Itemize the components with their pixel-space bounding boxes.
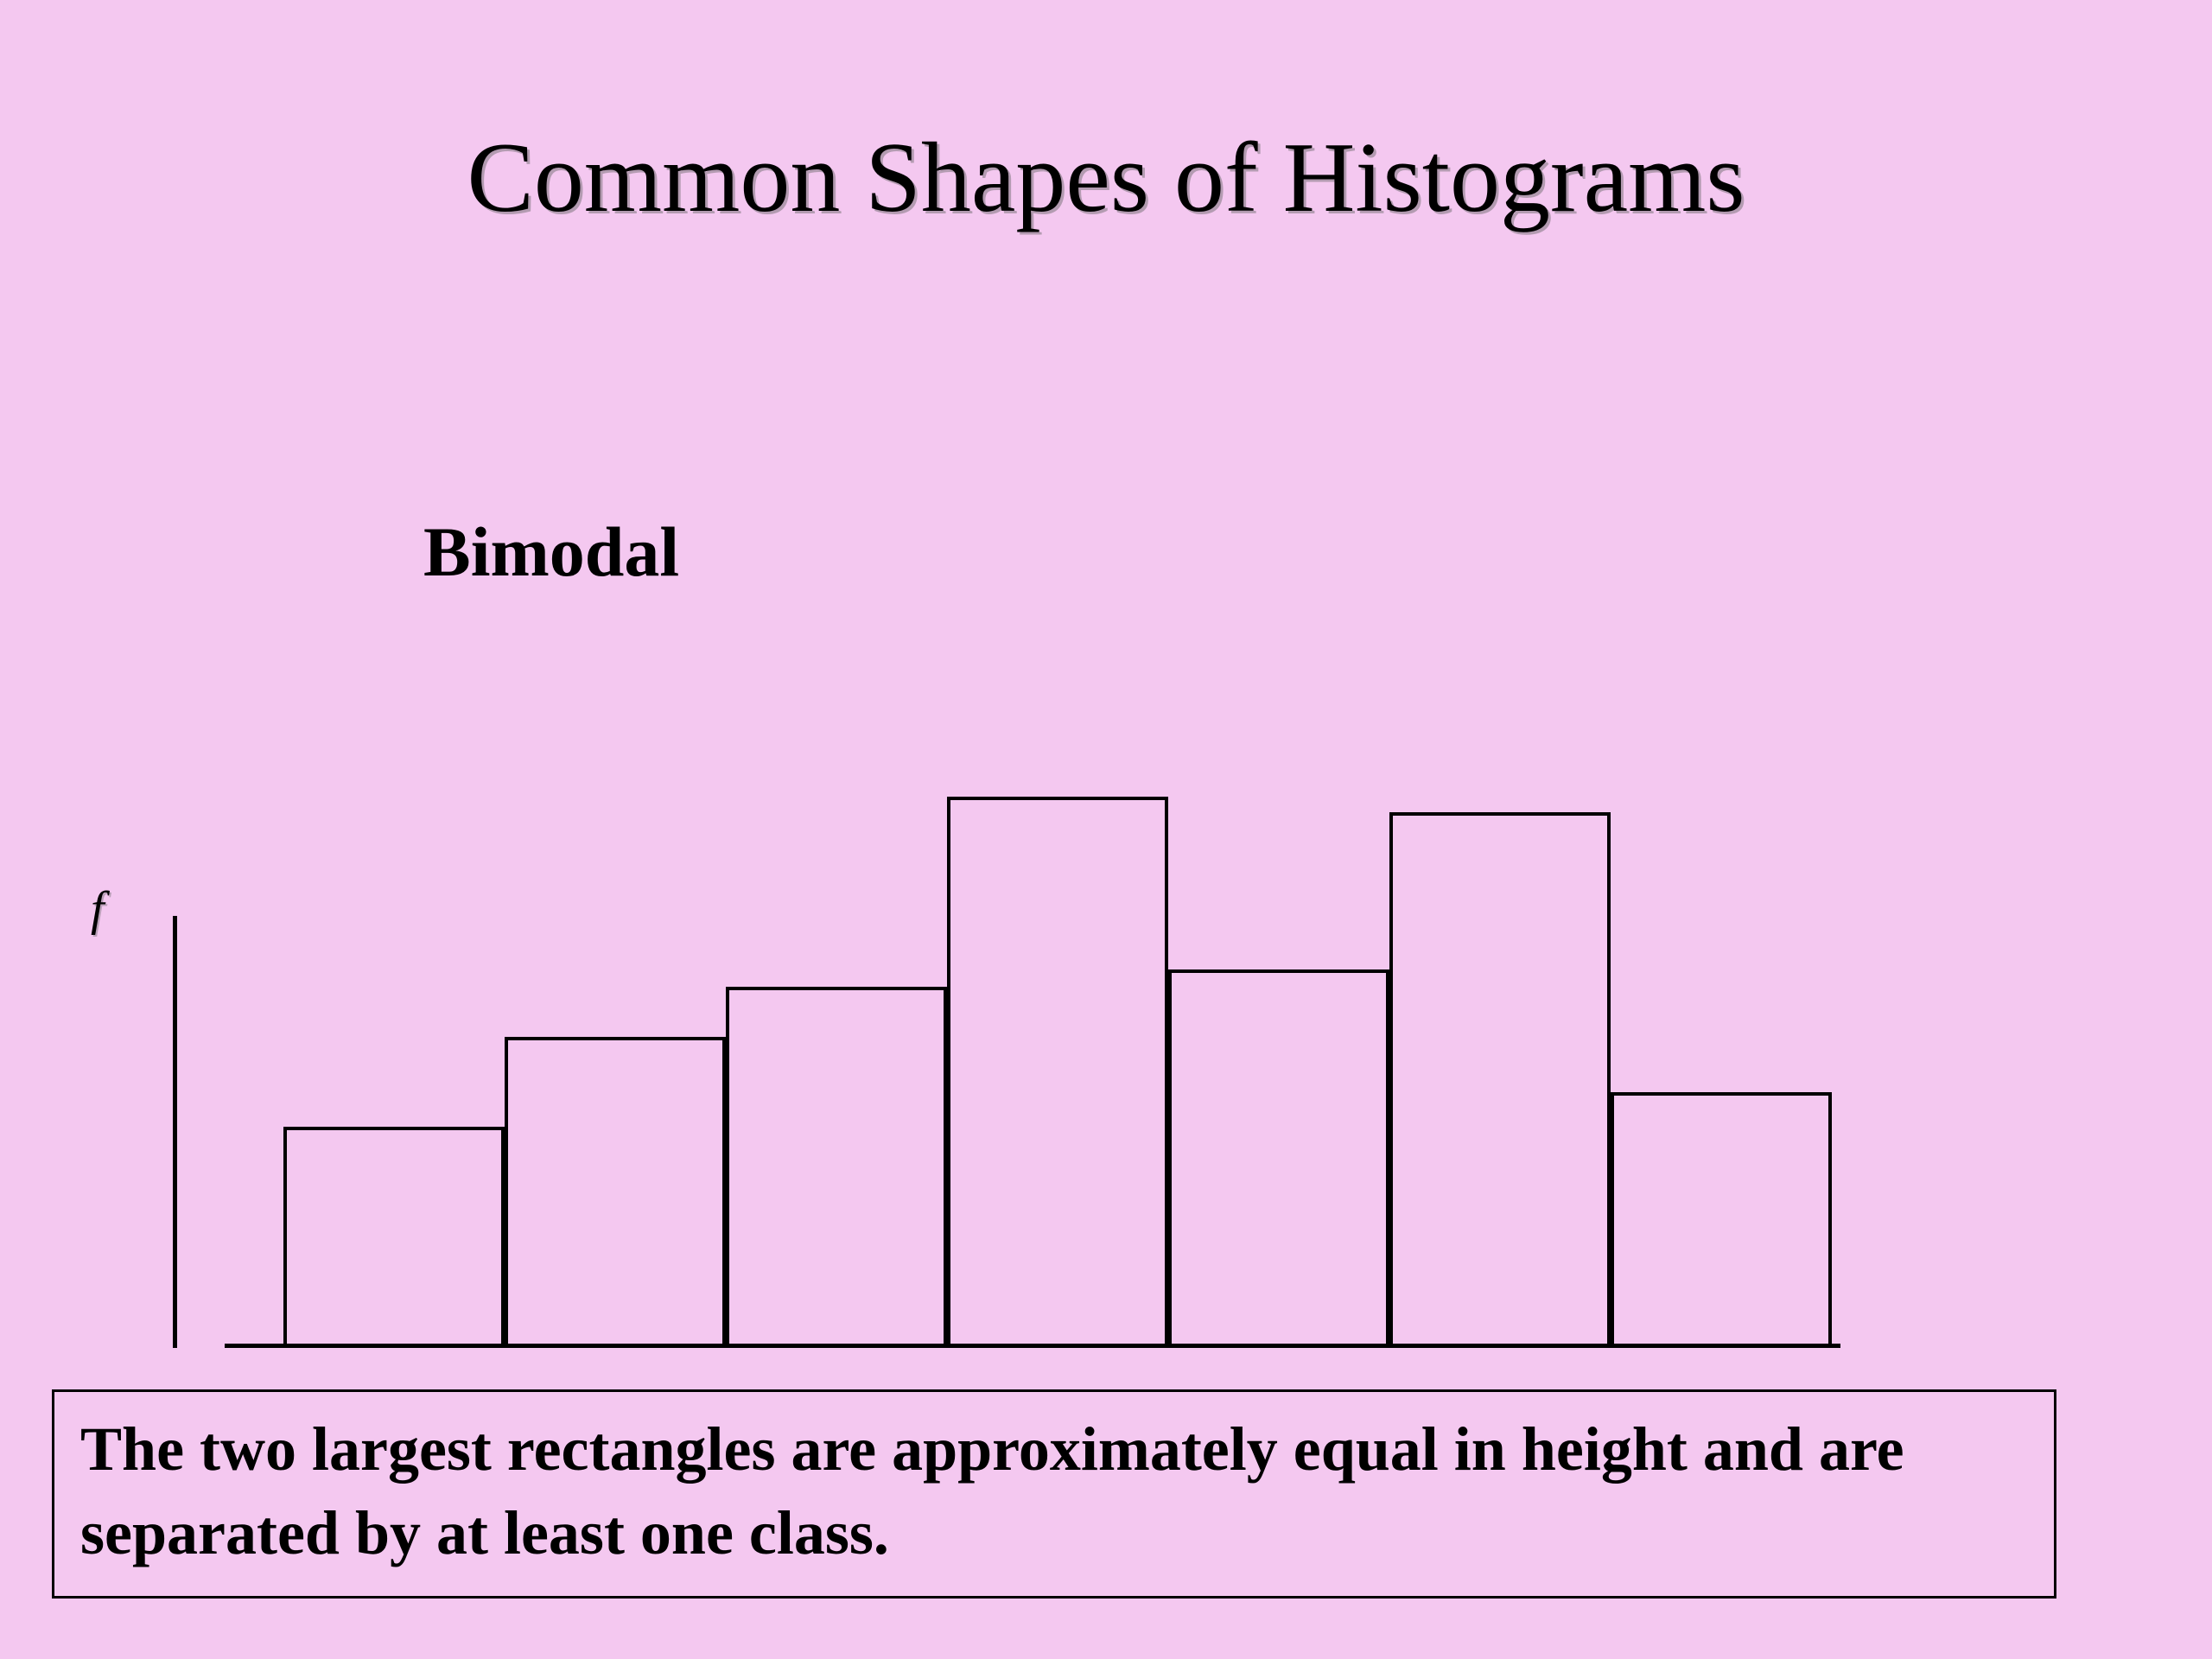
caption-box: The two largest rectangles are approxima… xyxy=(52,1389,2056,1599)
histogram-bar xyxy=(1168,969,1389,1348)
histogram-bar xyxy=(283,1127,505,1348)
histogram-bar xyxy=(1389,812,1611,1348)
histogram-bar xyxy=(505,1037,726,1348)
histogram-chart xyxy=(173,778,1901,1348)
caption-text: The two largest rectangles are approxima… xyxy=(80,1408,2028,1575)
histogram-bar xyxy=(1611,1092,1832,1348)
page-title: Common Shapes of Histograms xyxy=(467,121,1745,236)
y-axis-label: f xyxy=(91,881,105,937)
chart-subtitle: Bimodal xyxy=(423,512,679,593)
histogram-bar xyxy=(947,797,1168,1348)
histogram-bar xyxy=(726,987,947,1348)
y-axis-line xyxy=(173,916,177,1348)
